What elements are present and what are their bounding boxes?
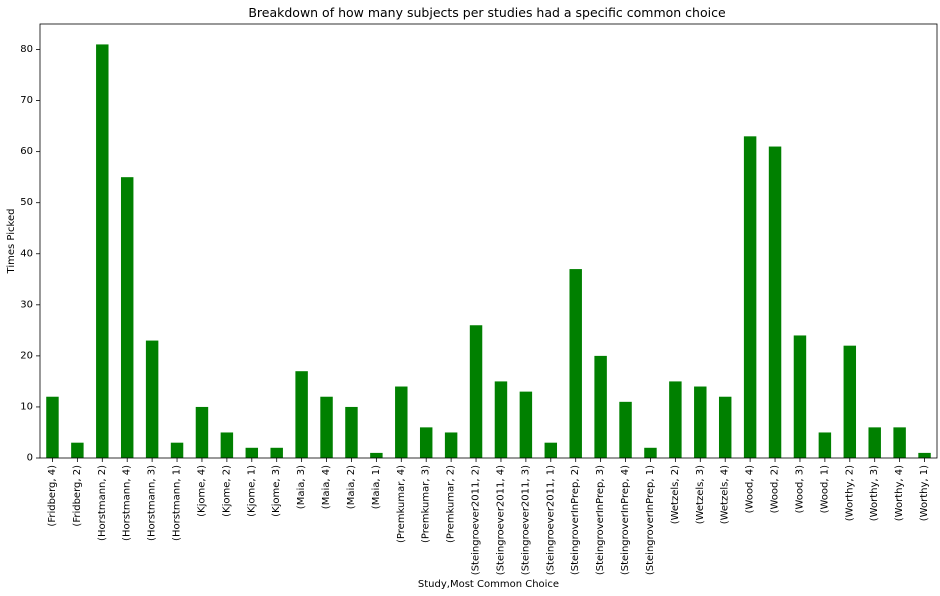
y-tick-label: 50 [20,197,33,208]
bar [345,406,358,458]
bar [768,146,782,458]
bar [145,340,159,458]
bar [793,335,807,458]
y-tick-label: 0 [27,453,33,464]
bar [444,432,458,458]
bar [71,442,84,458]
x-tick-label: (Kjome, 4) [196,465,207,517]
bar [594,355,607,458]
x-tick-label: (SteingroverInPrep, 3) [595,465,606,575]
x-tick-label: (Kjome, 3) [271,465,282,517]
x-tick-label: (Premkumar, 2) [446,465,457,543]
y-tick-label: 30 [20,299,33,310]
y-tick-label: 60 [20,146,33,157]
x-tick-label: (Worthy, 2) [844,465,855,521]
x-tick-label: (Premkumar, 4) [396,465,407,543]
x-tick-label: (Steingroever2011, 4) [495,465,506,575]
bar [669,381,682,458]
bars-group [46,44,931,459]
y-tick-label: 20 [20,350,33,361]
x-tick-label: (Horstmann, 3) [147,465,158,541]
x-axis-label: Study,Most Common Choice [418,579,559,590]
bar [918,452,931,458]
x-tick-label: (Maia, 1) [371,465,382,509]
bar [270,447,283,458]
y-tick-label: 40 [20,248,33,259]
x-tick-label: (Wood, 1) [819,465,830,514]
y-tick-label: 70 [20,95,33,106]
bar [170,442,184,458]
bar [494,381,508,458]
bar [96,44,109,459]
x-tick-label: (Horstmann, 1) [172,465,183,541]
bar [195,406,209,458]
x-tick-label: (Horstmann, 4) [122,465,133,541]
bar [320,396,333,458]
x-tick-label: (SteingroverInPrep, 1) [645,465,656,575]
y-tick-label: 10 [20,401,33,412]
bar [419,427,433,458]
x-tick-label: (Maia, 2) [346,465,357,509]
bar [395,386,408,458]
bar [544,442,558,458]
bar [818,432,832,458]
bar [469,325,483,458]
bar [370,452,383,458]
bar [644,447,657,458]
x-tick-label: (Maia, 3) [296,465,307,509]
x-tick-label: (Maia, 4) [321,465,332,509]
x-tick-label: (Fridberg, 4) [47,465,58,527]
chart-title: Breakdown of how many subjects per studi… [248,5,726,20]
bar [569,269,582,458]
x-tick-label: (Horstmann, 2) [97,465,108,541]
x-tick-label: (Worthy, 1) [919,465,930,521]
x-tick-label: (Wetzels, 2) [670,465,681,524]
plot-frame [39,23,938,459]
y-axis-ticks: 0 10 20 30 40 50 60 70 80 [20,44,40,464]
x-tick-label: (Wood, 4) [745,465,756,514]
x-tick-label: (Steingroever2011, 2) [471,465,482,575]
bar [694,386,707,458]
bar [120,177,134,459]
x-tick-label: (Worthy, 4) [894,465,905,521]
bar [46,396,59,458]
x-tick-label: (Fridberg, 2) [72,465,83,527]
x-tick-label: (Wetzels, 4) [720,465,731,524]
x-tick-label: (Wood, 3) [794,465,805,514]
bar [868,427,881,458]
x-tick-label: (Wetzels, 3) [695,465,706,524]
x-tick-label: (Premkumar, 3) [421,465,432,543]
bar [245,447,259,458]
x-tick-label: (Steingroever2011, 3) [520,465,531,575]
x-tick-label: (Steingroever2011, 1) [545,465,556,575]
bar [743,136,757,458]
bar [718,396,732,458]
bar [295,371,308,458]
bar [519,391,533,458]
x-tick-label: (Worthy, 3) [869,465,880,521]
bar [619,401,632,458]
x-tick-label: (Wood, 2) [770,465,781,514]
x-tick-label: (Kjome, 2) [221,465,232,517]
x-tick-label: (SteingroverInPrep, 4) [620,465,631,575]
y-axis-label: Times Picked [6,209,17,275]
x-tick-label: (SteingroverInPrep, 2) [570,465,581,575]
x-tick-label: (Kjome, 1) [246,465,257,517]
bar [893,427,906,458]
bar [220,432,234,458]
x-axis-ticks: (Fridberg, 4) (Fridberg, 2) (Horstmann, 2)… [47,458,930,575]
bar [843,345,857,458]
y-tick-label: 80 [20,44,33,55]
